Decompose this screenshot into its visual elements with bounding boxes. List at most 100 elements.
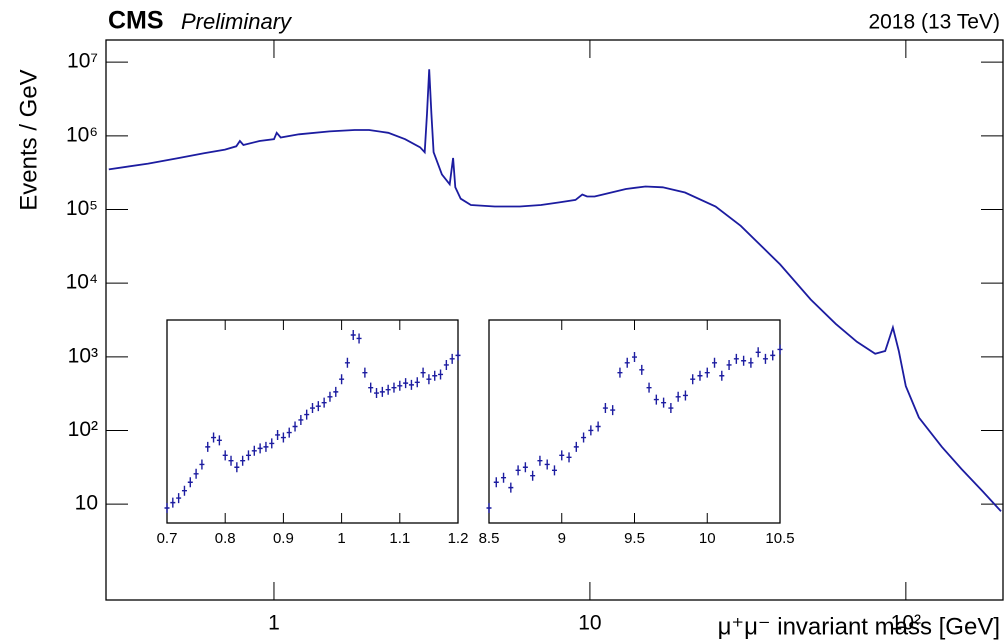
data-point	[193, 468, 199, 479]
data-point	[426, 374, 432, 385]
data-point	[777, 344, 783, 355]
data-point	[690, 374, 696, 385]
data-point	[181, 485, 187, 496]
plot-frame	[105, 39, 1004, 601]
x-tick-label: 8.5	[479, 530, 500, 547]
data-point	[280, 432, 286, 443]
data-point	[310, 403, 315, 414]
data-point	[646, 382, 652, 393]
data-point	[712, 357, 718, 368]
data-point	[397, 380, 403, 391]
data-point	[333, 386, 339, 397]
data-point	[298, 414, 304, 425]
data-point	[530, 470, 536, 481]
experiment-label: CMS	[108, 7, 164, 35]
data-point	[624, 357, 630, 368]
y-tick-label: 10³	[68, 344, 98, 367]
data-point	[257, 443, 263, 454]
x-tick-label: 1	[337, 530, 345, 547]
data-point	[205, 441, 211, 452]
x-tick-label: 0.8	[215, 530, 236, 547]
data-point	[726, 359, 732, 370]
data-point	[269, 438, 275, 449]
data-point	[755, 347, 761, 358]
data-point	[515, 465, 521, 476]
data-point	[304, 409, 310, 420]
data-point	[741, 355, 747, 366]
data-point	[602, 403, 608, 414]
data-point	[617, 367, 623, 378]
x-tick-label: 10.5	[765, 530, 794, 547]
data-point	[733, 353, 739, 364]
data-point	[537, 455, 543, 466]
data-point	[176, 493, 182, 504]
x-tick-label: 9.5	[624, 530, 645, 547]
y-tick-label: 10	[75, 492, 98, 515]
spectrum-line	[108, 69, 1002, 512]
data-point	[321, 397, 327, 408]
data-point	[170, 497, 176, 508]
x-tick-label: 10²	[891, 612, 921, 635]
data-point	[327, 391, 333, 402]
data-point	[245, 450, 251, 461]
x-tick-label: 10	[699, 530, 716, 547]
data-point	[374, 388, 380, 399]
data-point	[315, 401, 321, 412]
data-point	[438, 369, 444, 380]
data-point	[234, 462, 240, 473]
y-tick-label: 10²	[68, 418, 98, 441]
data-point	[653, 394, 659, 405]
x-tick-label: 1.2	[448, 530, 469, 547]
data-point	[420, 367, 426, 378]
data-point	[493, 477, 499, 488]
data-point	[286, 427, 292, 438]
data-point	[222, 450, 228, 461]
data-point	[661, 397, 667, 408]
data-point	[449, 353, 455, 364]
data-point	[668, 403, 674, 414]
data-point	[362, 367, 368, 378]
data-point	[251, 445, 257, 456]
status-label: Preliminary	[181, 9, 293, 34]
data-point	[403, 378, 409, 389]
data-point	[610, 405, 616, 416]
data-point	[385, 384, 391, 395]
data-point	[263, 441, 269, 452]
x-axis-title: μ⁺μ⁻ invariant mass [GeV]	[718, 613, 1000, 640]
x-tick-label: 0.9	[273, 530, 294, 547]
y-tick-label: 10⁷	[67, 50, 98, 73]
data-point	[719, 370, 725, 381]
data-point	[228, 455, 234, 466]
data-point	[275, 429, 281, 440]
data-point	[682, 390, 688, 401]
data-point	[762, 353, 768, 364]
data-point	[391, 382, 397, 393]
x-tick-label: 1	[268, 612, 280, 635]
data-point	[501, 472, 507, 483]
data-point	[770, 350, 776, 361]
x-tick-label: 0.7	[157, 530, 178, 547]
plot-frame	[166, 319, 459, 524]
y-tick-label: 10⁵	[66, 197, 98, 220]
data-point	[292, 421, 298, 432]
data-point	[573, 441, 579, 452]
data-point	[697, 370, 703, 381]
y-axis-title: Events / GeV	[15, 69, 42, 210]
data-point	[595, 421, 601, 432]
data-point	[339, 374, 345, 385]
data-point	[508, 482, 514, 493]
data-point	[356, 333, 362, 344]
data-point	[379, 386, 385, 397]
data-point	[187, 477, 193, 488]
energy-label: 2018 (13 TeV)	[868, 11, 1000, 34]
x-tick-label: 9	[558, 530, 566, 547]
data-point	[748, 357, 754, 368]
data-point	[350, 330, 356, 341]
data-point	[443, 359, 449, 370]
x-tick-label: 10	[578, 612, 601, 635]
data-point	[544, 459, 550, 470]
data-point	[455, 350, 461, 361]
data-point	[199, 459, 205, 470]
data-point	[414, 377, 420, 388]
